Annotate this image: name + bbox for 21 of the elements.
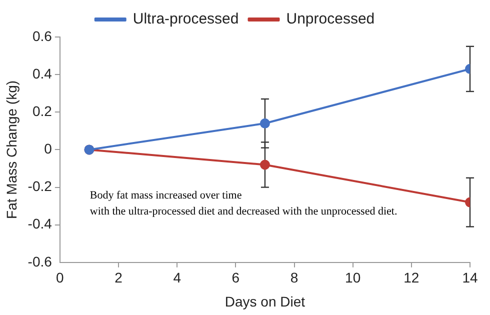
x-tick-label: 12: [404, 270, 420, 286]
x-tick-label: 4: [173, 270, 182, 286]
y-tick-label: 0.6: [32, 28, 52, 44]
x-tick-label: 14: [462, 270, 478, 286]
y-axis-title: Fat Mass Change (kg): [3, 80, 20, 219]
annotation: Body fat mass increased over time with the ultra-processed diet and decreased with the unprocessed diet.: [90, 190, 398, 218]
legend-label: Unprocessed: [286, 10, 375, 28]
point: [260, 118, 270, 128]
legend-label: Ultra-processed: [132, 10, 239, 28]
x-axis-title: Days on Diet: [224, 293, 306, 310]
y-tick-label: -0.2: [28, 178, 52, 194]
y-tick-label: 0.4: [32, 65, 52, 82]
x-tick-label: 2: [114, 270, 123, 286]
y-tick-label: -0.4: [28, 216, 52, 232]
x-tick-label: 8: [290, 270, 298, 286]
y-tick-label: -0.6: [28, 253, 52, 270]
x-tick-label: 10: [345, 270, 361, 286]
x-tick-label: 0: [56, 270, 64, 286]
y-tick-label: 0.2: [32, 102, 52, 119]
x-tick-label: 6: [232, 270, 240, 286]
y-tick-label: 0: [44, 140, 52, 157]
